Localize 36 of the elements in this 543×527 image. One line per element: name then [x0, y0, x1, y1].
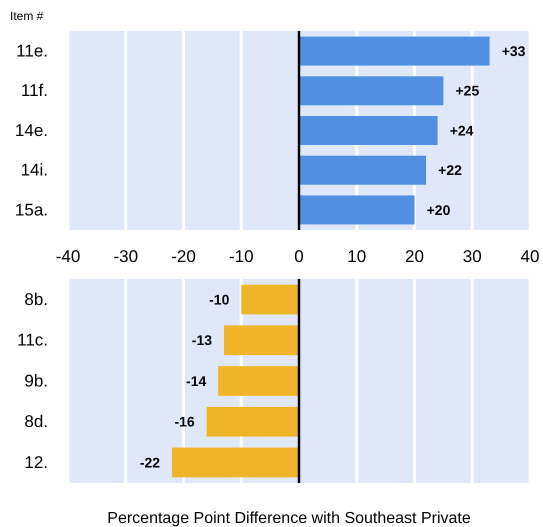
data-label: -10 — [209, 291, 230, 308]
bar — [299, 116, 438, 145]
y-tick-label: 8d. — [24, 412, 48, 432]
data-label: +33 — [502, 42, 526, 59]
y-tick-label: 14i. — [20, 160, 48, 180]
y-tick-label: 8b. — [24, 290, 48, 310]
y-tick-label: 15a. — [14, 200, 48, 220]
bar — [299, 76, 444, 106]
data-label: -14 — [186, 372, 206, 389]
x-tick-label: 0 — [294, 247, 304, 266]
x-tick-label: 40 — [520, 247, 540, 266]
y-tick-label: 12. — [24, 452, 48, 472]
data-label: +25 — [456, 82, 480, 99]
y-tick-label: 14e. — [14, 120, 48, 140]
x-tick-label: 20 — [405, 247, 424, 266]
data-label: -16 — [174, 414, 195, 430]
x-tick-label: -10 — [228, 247, 254, 266]
y-axis-title: Item # — [10, 9, 44, 23]
bar — [299, 36, 490, 66]
x-tick-label: -40 — [56, 247, 80, 266]
y-tick-label: 9b. — [24, 371, 48, 390]
bar — [299, 156, 426, 185]
x-tick-label: 10 — [347, 247, 366, 266]
y-tick-label: 11c. — [17, 330, 48, 350]
x-axis-title: Percentage Point Difference with Southeast Private — [107, 510, 471, 527]
data-label: -22 — [140, 454, 160, 470]
x-tick-label: 30 — [462, 247, 482, 266]
x-tick-label: -30 — [113, 247, 138, 266]
y-tick-label: 11f. — [20, 81, 48, 100]
data-label: +22 — [438, 162, 462, 178]
y-tick-label: 11e. — [16, 42, 48, 60]
data-label: -13 — [192, 332, 212, 348]
data-label: +20 — [426, 202, 451, 218]
bar — [299, 195, 414, 224]
data-label: +24 — [450, 122, 474, 138]
x-tick-label: -20 — [171, 247, 196, 266]
